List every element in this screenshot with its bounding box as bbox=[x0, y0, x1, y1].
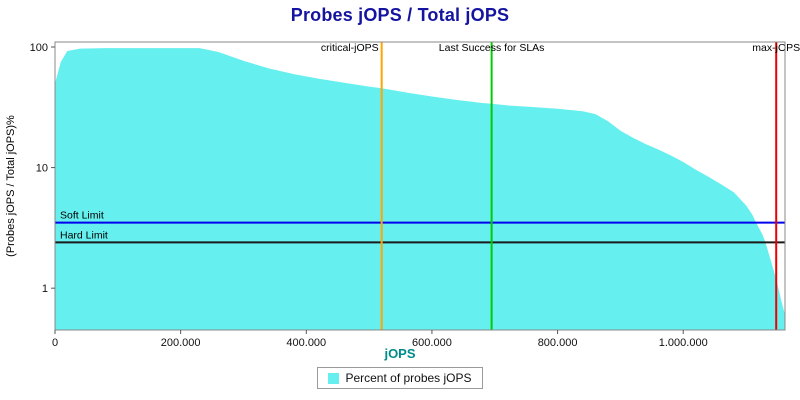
hline-label: Hard Limit bbox=[60, 229, 108, 241]
x-tick-label: 600,000 bbox=[412, 337, 452, 346]
x-axis-label: jOPS bbox=[384, 346, 416, 361]
y-tick-label: 1 bbox=[42, 283, 48, 295]
plot-frame bbox=[54, 41, 786, 331]
x-tick-label: 400,000 bbox=[286, 337, 326, 346]
chart-title: Probes jOPS / Total jOPS bbox=[290, 5, 510, 25]
legend-box: Percent of probes jOPS bbox=[317, 367, 483, 389]
y-axis-label: (Probes jOPS / Total jOPS)% bbox=[5, 115, 17, 257]
vline-label: critical-jOPS bbox=[321, 42, 379, 54]
legend-label: Percent of probes jOPS bbox=[345, 371, 472, 385]
vline-label: max-jOPS bbox=[752, 42, 800, 54]
chart-canvas: Soft Limit Hard Limit critical-jOPS Last Su… bbox=[5, 41, 800, 346]
x-tick-label: 1,000,000 bbox=[659, 337, 708, 346]
x-tick-label: 200,000 bbox=[161, 337, 201, 346]
vline-label: Last Success for SLAs bbox=[439, 42, 545, 54]
area-series bbox=[54, 48, 786, 331]
x-tick-label: 0 bbox=[52, 337, 58, 346]
x-tick-label: 800,000 bbox=[538, 337, 578, 346]
y-tick-label: 100 bbox=[30, 42, 48, 54]
y-tick-label: 10 bbox=[36, 163, 48, 175]
legend: Percent of probes jOPS bbox=[0, 367, 800, 389]
legend-swatch-icon bbox=[328, 372, 340, 384]
hline-label: Soft Limit bbox=[60, 210, 104, 222]
